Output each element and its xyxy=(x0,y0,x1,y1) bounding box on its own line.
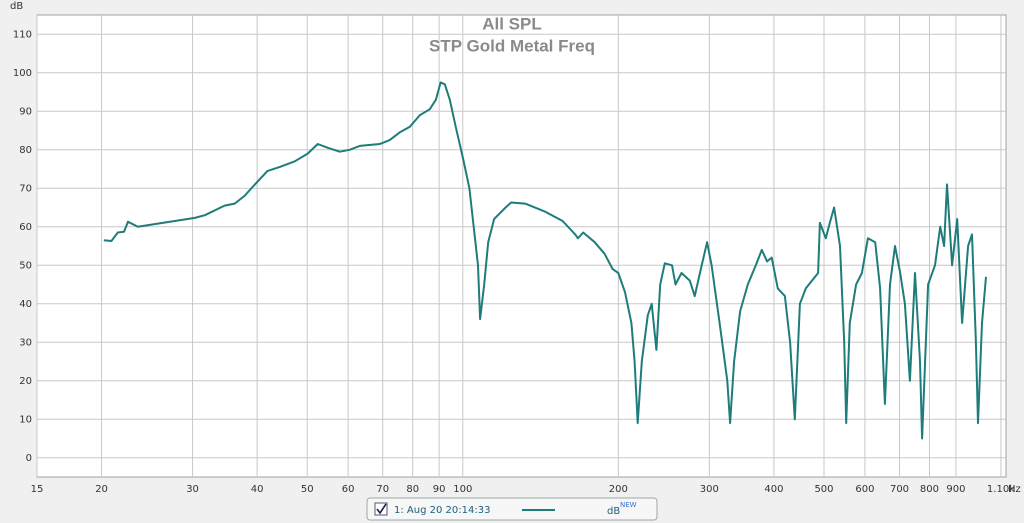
y-tick-label: 70 xyxy=(19,183,32,194)
y-tick-label: 50 xyxy=(19,260,32,271)
x-tick-label: 60 xyxy=(342,484,355,495)
legend-label: 1: Aug 20 20:14:33 xyxy=(394,505,490,516)
x-tick-label: 80 xyxy=(406,484,419,495)
x-tick-label: 200 xyxy=(609,484,628,495)
plot-area xyxy=(36,14,1007,478)
y-tick-label: 20 xyxy=(19,376,32,387)
y-tick-label: 0 xyxy=(26,453,32,464)
legend: 1: Aug 20 20:14:33 dB NEW xyxy=(366,497,658,521)
y-tick-label: 90 xyxy=(19,106,32,117)
x-tick-label: 50 xyxy=(301,484,314,495)
legend-box xyxy=(366,497,658,521)
y-tick-label: 60 xyxy=(19,222,32,233)
x-tick-label: 70 xyxy=(376,484,389,495)
x-tick-label: 100 xyxy=(453,484,472,495)
x-tick-label: 600 xyxy=(855,484,874,495)
x-tick-label: 800 xyxy=(920,484,939,495)
x-tick-label: 500 xyxy=(814,484,833,495)
x-tick-label: 300 xyxy=(700,484,719,495)
x-tick-label: 90 xyxy=(433,484,446,495)
x-tick-label: 900 xyxy=(946,484,965,495)
y-tick-label: 80 xyxy=(19,145,32,156)
y-tick-label: 40 xyxy=(19,299,32,310)
x-tick-label: 30 xyxy=(186,484,199,495)
y-tick-label: 10 xyxy=(19,414,32,425)
data-line xyxy=(103,81,987,440)
x-tick-label: 1.10k xyxy=(987,484,1015,495)
x-tick-label: 700 xyxy=(890,484,909,495)
legend-unit-sup: NEW xyxy=(620,501,637,509)
x-axis-label: Hz xyxy=(1008,484,1021,495)
x-tick-label: 40 xyxy=(251,484,264,495)
y-axis-label: dB xyxy=(10,1,23,12)
y-tick-label: 30 xyxy=(19,337,32,348)
chart-title: All SPL xyxy=(482,14,542,33)
y-tick-label: 100 xyxy=(13,68,32,79)
check-icon xyxy=(376,503,387,515)
x-tick-label: 20 xyxy=(95,484,108,495)
legend-unit: dB xyxy=(607,506,620,517)
x-tick-label: 400 xyxy=(764,484,783,495)
chart-subtitle: STP Gold Metal Freq xyxy=(429,36,595,55)
x-tick-label: 15 xyxy=(31,484,44,495)
y-tick-label: 110 xyxy=(13,29,32,40)
